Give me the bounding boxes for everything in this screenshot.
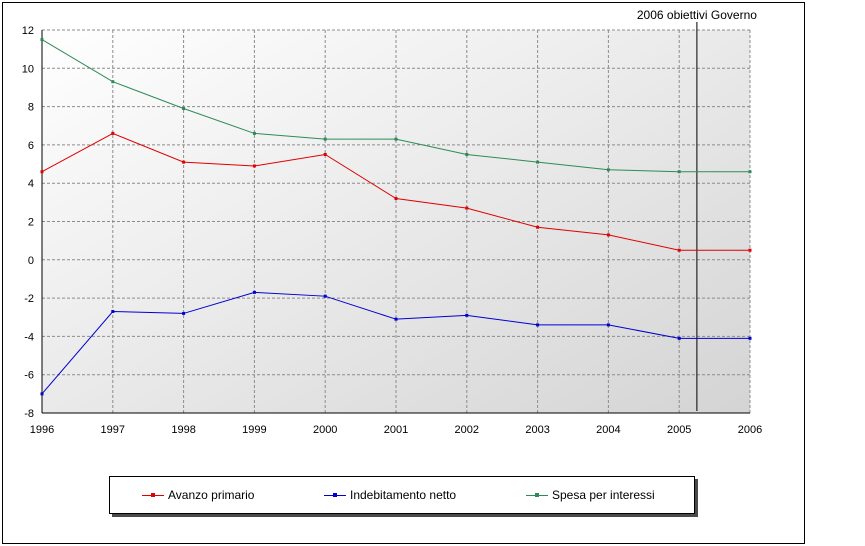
data-point-indebitamento-netto[interactable] <box>323 294 327 298</box>
data-point-avanzo-primario[interactable] <box>606 233 610 237</box>
data-point-avanzo-primario[interactable] <box>465 206 469 210</box>
data-point-avanzo-primario[interactable] <box>182 160 186 164</box>
y-tick-label: 10 <box>22 63 34 75</box>
x-tick-label: 2004 <box>596 424 620 436</box>
data-point-spesa-per-interessi[interactable] <box>536 160 540 164</box>
y-tick-label: 8 <box>28 102 34 114</box>
x-tick-label: 2005 <box>667 424 691 436</box>
x-tick-label: 2003 <box>525 424 549 436</box>
data-point-spesa-per-interessi[interactable] <box>606 168 610 172</box>
data-point-avanzo-primario[interactable] <box>40 170 44 174</box>
data-point-spesa-per-interessi[interactable] <box>748 170 752 174</box>
data-point-spesa-per-interessi[interactable] <box>182 107 186 111</box>
data-point-indebitamento-netto[interactable] <box>536 323 540 327</box>
annotation-label: 2006 obiettivi Governo <box>637 8 757 22</box>
data-point-avanzo-primario[interactable] <box>536 225 540 229</box>
x-tick-label: 1999 <box>242 424 266 436</box>
y-tick-label: 0 <box>28 255 34 267</box>
data-point-avanzo-primario[interactable] <box>748 248 752 252</box>
legend-swatch-spesa-per-interessi <box>526 489 548 501</box>
legend-item-avanzo-primario[interactable]: Avanzo primario <box>142 487 254 503</box>
data-point-spesa-per-interessi[interactable] <box>111 80 115 84</box>
y-tick-label: -4 <box>24 331 34 343</box>
data-point-indebitamento-netto[interactable] <box>111 310 115 314</box>
y-tick-label: -8 <box>24 408 34 420</box>
x-tick-label: 2006 <box>738 424 762 436</box>
annotations: 2006 obiettivi Governo <box>637 8 757 411</box>
data-point-indebitamento-netto[interactable] <box>394 317 398 321</box>
legend-label: Spesa per interessi <box>552 488 655 502</box>
data-point-indebitamento-netto[interactable] <box>465 313 469 317</box>
legend-swatch-indebitamento-netto <box>324 489 346 501</box>
y-tick-label: -2 <box>24 293 34 305</box>
x-tick-label: 1998 <box>171 424 195 436</box>
data-point-indebitamento-netto[interactable] <box>252 290 256 294</box>
data-point-indebitamento-netto[interactable] <box>748 336 752 340</box>
y-tick-label: 4 <box>28 178 34 190</box>
grid <box>41 29 751 414</box>
y-tick-labels: 12 10 8 6 4 2 0 -2 -4 -6 -8 <box>22 25 34 420</box>
legend-swatch-avanzo-primario <box>142 489 164 501</box>
y-tick-label: 2 <box>28 217 34 229</box>
x-tick-labels: 1996 1997 1998 1999 2000 2001 2002 2003 2004 2005… <box>30 424 762 436</box>
x-tick-label: 2002 <box>455 424 479 436</box>
y-tick-label: 6 <box>28 140 34 152</box>
y-tick-label: -6 <box>24 370 34 382</box>
x-tick-label: 2001 <box>384 424 408 436</box>
legend-label: Avanzo primario <box>168 488 255 502</box>
x-tick-label: 1996 <box>30 424 54 436</box>
data-point-avanzo-primario[interactable] <box>677 248 681 252</box>
data-point-spesa-per-interessi[interactable] <box>252 131 256 135</box>
data-point-avanzo-primario[interactable] <box>323 152 327 156</box>
series-spesa-per-interessi <box>40 38 752 174</box>
data-point-spesa-per-interessi[interactable] <box>465 152 469 156</box>
legend-item-spesa-per-interessi[interactable]: Spesa per interessi <box>526 487 655 503</box>
x-tick-label: 1997 <box>101 424 125 436</box>
data-point-indebitamento-netto[interactable] <box>606 323 610 327</box>
x-tick-label: 2000 <box>313 424 337 436</box>
series <box>40 38 752 396</box>
data-point-avanzo-primario[interactable] <box>111 131 115 135</box>
data-point-indebitamento-netto[interactable] <box>182 311 186 315</box>
data-point-indebitamento-netto[interactable] <box>40 392 44 396</box>
data-point-spesa-per-interessi[interactable] <box>323 137 327 141</box>
data-point-indebitamento-netto[interactable] <box>677 336 681 340</box>
data-point-spesa-per-interessi[interactable] <box>394 137 398 141</box>
data-point-spesa-per-interessi[interactable] <box>40 38 44 42</box>
series-avanzo-primario <box>40 131 752 252</box>
data-point-avanzo-primario[interactable] <box>252 164 256 168</box>
legend-item-indebitamento-netto[interactable]: Indebitamento netto <box>324 487 456 503</box>
data-point-spesa-per-interessi[interactable] <box>677 170 681 174</box>
y-tick-label: 12 <box>22 25 34 37</box>
legend-label: Indebitamento netto <box>350 488 457 502</box>
data-point-avanzo-primario[interactable] <box>394 197 398 201</box>
legend: Avanzo primario Indebitamento netto Spes… <box>109 476 695 514</box>
series-indebitamento-netto <box>40 290 752 396</box>
